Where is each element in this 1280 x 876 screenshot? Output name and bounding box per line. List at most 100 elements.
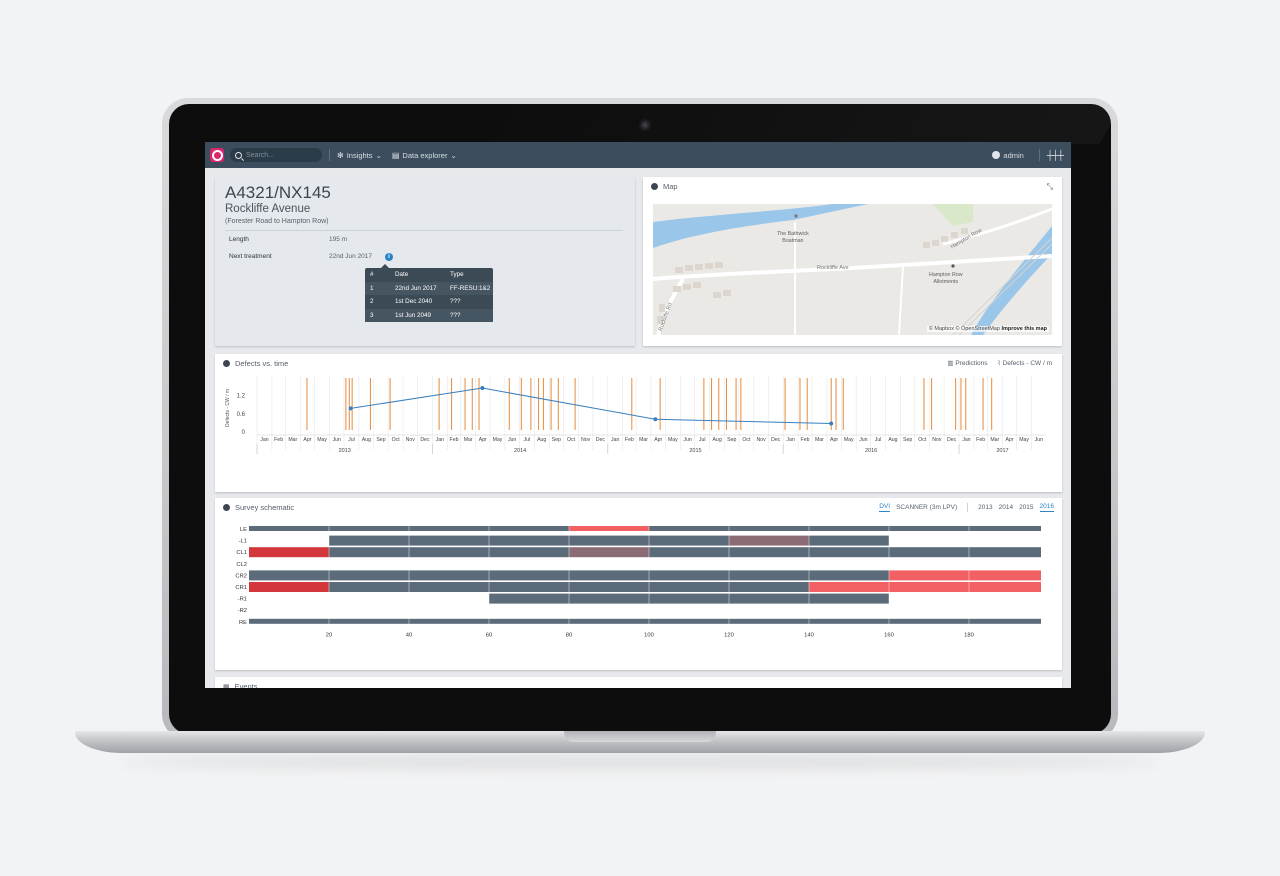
settings-sliders-icon[interactable]: ┼┼┼ (1046, 150, 1064, 160)
x-tick-label: Sep (903, 437, 912, 443)
year-2013[interactable]: 2013 (978, 504, 993, 511)
x-tick-label: 160 (884, 632, 894, 638)
x-tick-label: Dec (771, 437, 781, 443)
y-tick-label: 0 (242, 430, 246, 436)
x-tick-label: Nov (932, 437, 942, 443)
year-2015[interactable]: 2015 (1019, 504, 1034, 511)
x-tick-label: Nov (581, 437, 591, 443)
events-header: ▦ Events (223, 682, 258, 688)
top-bar: Search... ✻ Insights ⌄ ▤ Data explorer ⌄… (205, 142, 1071, 168)
laptop-shadow (120, 755, 1160, 769)
data-point (829, 421, 834, 426)
lane-label: CL1 (236, 550, 247, 556)
next-treatment-value: 22nd Jun 2017 (329, 253, 373, 260)
data-point (480, 386, 485, 391)
survey-segment (729, 535, 809, 546)
road-hampton (942, 207, 1052, 246)
x-tick-label: Mar (464, 437, 473, 443)
alert-icon (223, 360, 230, 367)
defects-header: Defects vs. time (223, 359, 288, 368)
attribution-text: © Mapbox © OpenStreetMap (928, 326, 1000, 332)
x-tick-label: Feb (625, 437, 634, 443)
x-tick-label: Jun (683, 437, 691, 443)
x-tick-label: Jul (699, 437, 706, 443)
year-2014[interactable]: 2014 (998, 504, 1014, 511)
survey-chart: LE -L1 CL1 CL2 CR2 CR1 -R1 -R2 RE 20 40 60 80 100 120 1… (235, 524, 1041, 638)
x-tick-label: Feb (274, 437, 283, 443)
x-tick-label: 60 (486, 632, 492, 638)
x-tick-label: Mar (990, 437, 999, 443)
table-row: 2 1st Dec 2040 ??? (365, 295, 493, 309)
x-tick-label: Aug (537, 437, 546, 443)
user-menu[interactable]: admin (992, 151, 1024, 160)
x-tick-label: Jul (523, 437, 530, 443)
predictions-label: Predictions (955, 360, 988, 367)
divider (329, 149, 330, 161)
map-header: Map (651, 182, 678, 191)
road-lane (898, 265, 904, 335)
improve-map-link[interactable]: Improve this map (1001, 326, 1047, 332)
survey-segment (329, 535, 729, 546)
road-section: (Forester Road to Hampton Row) (225, 218, 329, 225)
cell-date: 1st Dec 2040 (395, 298, 433, 306)
cell-num: 3 (370, 311, 374, 319)
metric-select[interactable]: ⌇ Defects - CW / m (998, 359, 1052, 367)
divider (967, 503, 969, 512)
nav-data-explorer[interactable]: ▤ Data explorer ⌄ (392, 151, 457, 160)
data-point (348, 406, 353, 411)
survey-segment (249, 547, 329, 558)
info-icon[interactable]: i (385, 253, 393, 261)
park-shape (933, 204, 973, 226)
x-tick-label: Oct (567, 437, 576, 443)
road-info-card: A4321/NX145 Rockliffe Avenue (Forester R… (215, 177, 635, 346)
cell-num: 1 (370, 284, 374, 292)
survey-segment (249, 582, 329, 592)
search-input[interactable]: Search... (246, 151, 275, 159)
survey-segment (809, 535, 889, 546)
divider (1038, 149, 1040, 161)
map-marker-icon (794, 214, 798, 218)
col-num-header: # (370, 271, 374, 279)
lane-label: -L1 (239, 539, 247, 545)
x-tick-label: Feb (450, 437, 459, 443)
x-tick-label: Apr (479, 437, 487, 443)
search-box[interactable]: Search... (230, 148, 322, 162)
x-tick-label: Jan (260, 437, 268, 443)
x-tick-label: May (668, 437, 678, 443)
predictions-toggle[interactable]: ▥ Predictions (947, 359, 987, 367)
x-tick-label: 180 (964, 632, 974, 638)
map-title: Map (663, 182, 678, 191)
year-2016[interactable]: 2016 (1039, 503, 1054, 512)
user-icon (992, 151, 1001, 159)
map-attribution[interactable]: © Mapbox © OpenStreetMap Improve this ma… (926, 326, 1049, 332)
survey-segment (489, 593, 889, 604)
x-tick-label: Nov (756, 437, 766, 443)
app-logo-icon[interactable] (210, 148, 224, 162)
nav-insights[interactable]: ✻ Insights ⌄ (337, 151, 382, 160)
cell-type: FF-RESU:1&2 (450, 284, 491, 292)
x-tick-label: 20 (326, 632, 332, 638)
x-tick-label: May (1019, 437, 1029, 443)
defects-controls: ▥ Predictions ⌇ Defects - CW / m (947, 359, 1052, 367)
x-year-label: 2014 (514, 448, 526, 454)
map-view[interactable]: The Bathwick Boatman Hampton Row Allotme… (653, 204, 1052, 335)
cell-date: 1st Jun 2049 (395, 311, 432, 319)
collapse-icon[interactable]: ⤡ (1046, 182, 1053, 191)
tab-dvi[interactable]: DVI (879, 503, 891, 512)
river-shape (653, 204, 868, 248)
defects-title: Defects vs. time (235, 359, 289, 368)
tooltip-header-row: # Date Type (365, 268, 493, 282)
tab-scanner[interactable]: SCANNER (3m LPV) (896, 504, 958, 511)
lane-label: -R2 (238, 608, 247, 614)
map-card: Map ⤡ (643, 177, 1062, 346)
next-treatment-label: Next treatment (229, 253, 272, 260)
col-date-header: Date (395, 271, 409, 279)
road-code: A4321/NX145 (225, 183, 331, 202)
x-tick-label: Dec (596, 437, 606, 443)
x-tick-label: Nov (406, 437, 416, 443)
y-tick-label: 1.2 (237, 394, 246, 400)
x-tick-label: Mar (639, 437, 648, 443)
x-tick-label: Jun (508, 437, 516, 443)
defects-chart: Defects - CW / m 0 0.6 1.2 Jan Feb Mar Apr May Ju… (225, 376, 1046, 454)
survey-title: Survey schematic (235, 503, 295, 512)
